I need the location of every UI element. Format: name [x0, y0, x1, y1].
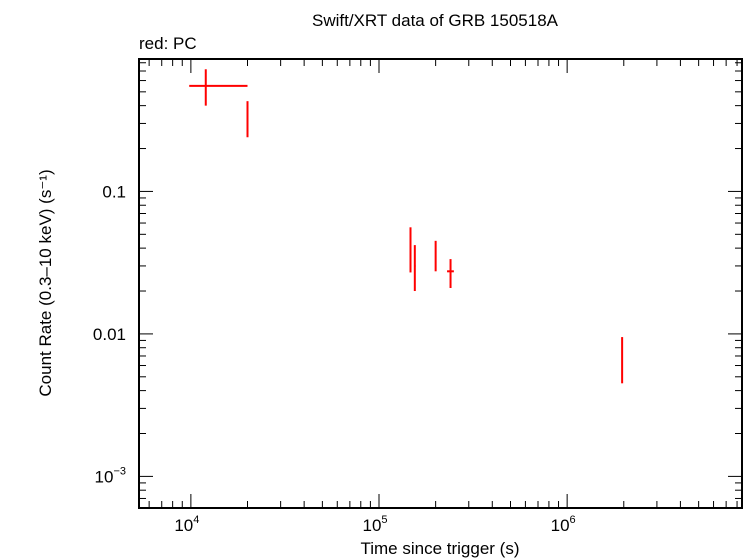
chart-subtitle: red: PC: [139, 34, 197, 53]
data-points: [189, 69, 624, 384]
data-point: [447, 259, 454, 288]
data-point: [621, 337, 624, 384]
y-axis-label: Count Rate (0.3–10 keV) (s⁻¹): [36, 169, 55, 396]
plot-frame: [138, 58, 743, 509]
axis-tick-labels: 104 105 106 0.1 0.01 10−3: [93, 182, 576, 535]
x-tick-label: 105: [362, 514, 387, 535]
data-point: [413, 245, 416, 292]
data-point: [246, 101, 249, 138]
axis-ticks: [139, 59, 742, 509]
y-tick-label: 10−3: [95, 465, 126, 486]
data-point: [189, 69, 248, 106]
x-tick-label: 104: [174, 514, 199, 535]
chart-title: Swift/XRT data of GRB 150518A: [312, 11, 559, 30]
y-tick-label: 0.1: [102, 182, 126, 201]
y-tick-label: 0.01: [93, 325, 126, 344]
x-axis-label: Time since trigger (s): [360, 539, 519, 558]
x-tick-label: 106: [551, 514, 576, 535]
data-point: [409, 227, 412, 273]
data-point: [434, 240, 437, 272]
